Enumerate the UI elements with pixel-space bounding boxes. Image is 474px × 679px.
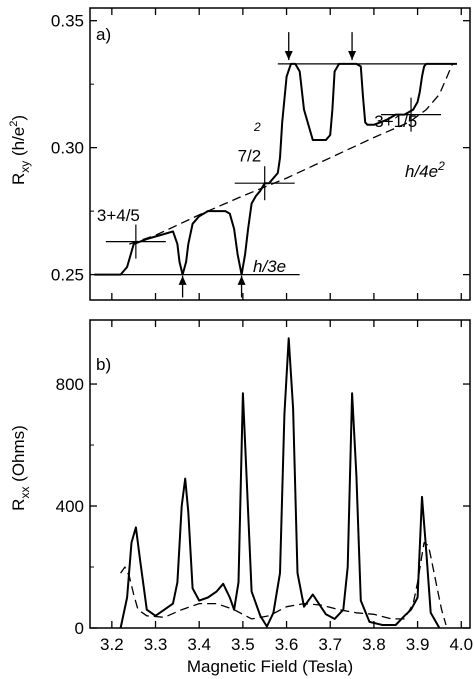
panel-a-arrow-head-2 [284,51,293,61]
panel-b-ylabel: Rxx (Ohms) [9,425,32,511]
panel-b-label: b) [96,355,111,374]
panel-b-ytick-label-1: 400 [56,497,84,516]
panel-a-ytick-label-0: 0.25 [51,266,84,285]
panel-a-arrow-head-0 [178,275,187,285]
panel-a-ylabel-sub: xy [18,161,32,173]
panel-a-annotation-1: h/4e2 [405,159,445,181]
panel-b-ytick-label-0: 0 [75,619,84,638]
panel-a-series-dashed-1 [129,63,454,245]
panel-b: b) 0 400 800 3.2 3.3 3.4 3.5 3.6 3.7 3.8 3.9 4.0 Rxx … [9,319,473,676]
panel-a-ylabel-main: R [9,173,28,185]
panel-b-frame [89,319,471,629]
panel-b-xtick-label-0: 3.2 [100,635,124,654]
panel-a-arrow-head-1 [237,275,246,285]
panel-b-xtick-label-5: 3.7 [318,635,342,654]
panel-a-annotation-0: h/3e 2 [253,120,286,276]
panel-b-ytick-label-2: 800 [56,375,84,394]
panel-a-ytick-label-2: 0.35 [51,12,84,31]
panel-b-xtick-label-8: 4.0 [449,635,473,654]
panel-b-series-dashed-1 [120,541,447,626]
panel-a-annotation-text: h/4e [405,162,438,181]
panel-a-ytick-label-1: 0.30 [51,139,84,158]
panel-a-ylabel-unit-sup: 2 [8,121,20,127]
panel-a-annotation-text: 3+1/5 [374,112,417,131]
panel-b-xtick-label-7: 3.9 [406,635,430,654]
panel-b-xtick-label-1: 3.3 [144,635,168,654]
panel-b-xtick-label-6: 3.8 [362,635,386,654]
panel-a-series-solid-0 [94,62,457,276]
panel-b-xtick-label-4: 3.6 [275,635,299,654]
panel-b-ylabel-sub: xx [18,487,32,499]
panel-a-annotation-2: 7/2 [238,146,262,165]
x-axis-label: Magnetic Field (Tesla) [187,657,353,676]
panel-a-ylabel-unit-close: ) [9,115,28,121]
panel-a-annotation-text: h/3e [253,257,286,276]
panel-a-label: a) [96,25,111,44]
panel-a: a)0.250.300.35h/3e2h/4e27/23+4/53+1/5Rxy… [8,7,471,301]
panel-b-ylabel-unit: (Ohms) [9,425,28,486]
panel-a-annotation-text: 3+4/5 [97,206,140,225]
panel-a-arrow-head-3 [348,51,357,61]
panel-a-annotation-text: 7/2 [238,146,262,165]
panel-a-annotation-3: 3+4/5 [97,206,140,225]
panel-a-ylabel-unit: (h/e [9,127,28,161]
panel-a-annotation-4: 3+1/5 [374,112,417,131]
panel-a-frame [89,7,471,301]
panel-a-annotation-sup: 2 [253,120,261,134]
panel-b-xtick-label-2: 3.4 [187,635,211,654]
panel-b-ylabel-main: R [9,499,28,511]
panel-b-xtick-label-3: 3.5 [231,635,255,654]
panel-b-series-solid-0 [119,337,441,629]
panel-a-ylabel: Rxy (h/e2) [8,115,32,185]
panel-a-annotation-sup: 2 [437,159,445,173]
